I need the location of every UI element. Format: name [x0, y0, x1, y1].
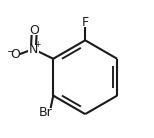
Bar	[28, 45, 38, 54]
Bar	[10, 50, 20, 59]
Text: +: +	[34, 40, 41, 49]
Text: N: N	[29, 43, 38, 56]
Bar	[81, 18, 90, 27]
Text: O: O	[10, 48, 20, 61]
Bar	[39, 108, 52, 116]
Text: Br: Br	[39, 106, 53, 119]
Text: F: F	[82, 16, 89, 29]
Bar	[30, 26, 38, 35]
Text: −: −	[6, 46, 14, 55]
Text: O: O	[29, 24, 39, 37]
